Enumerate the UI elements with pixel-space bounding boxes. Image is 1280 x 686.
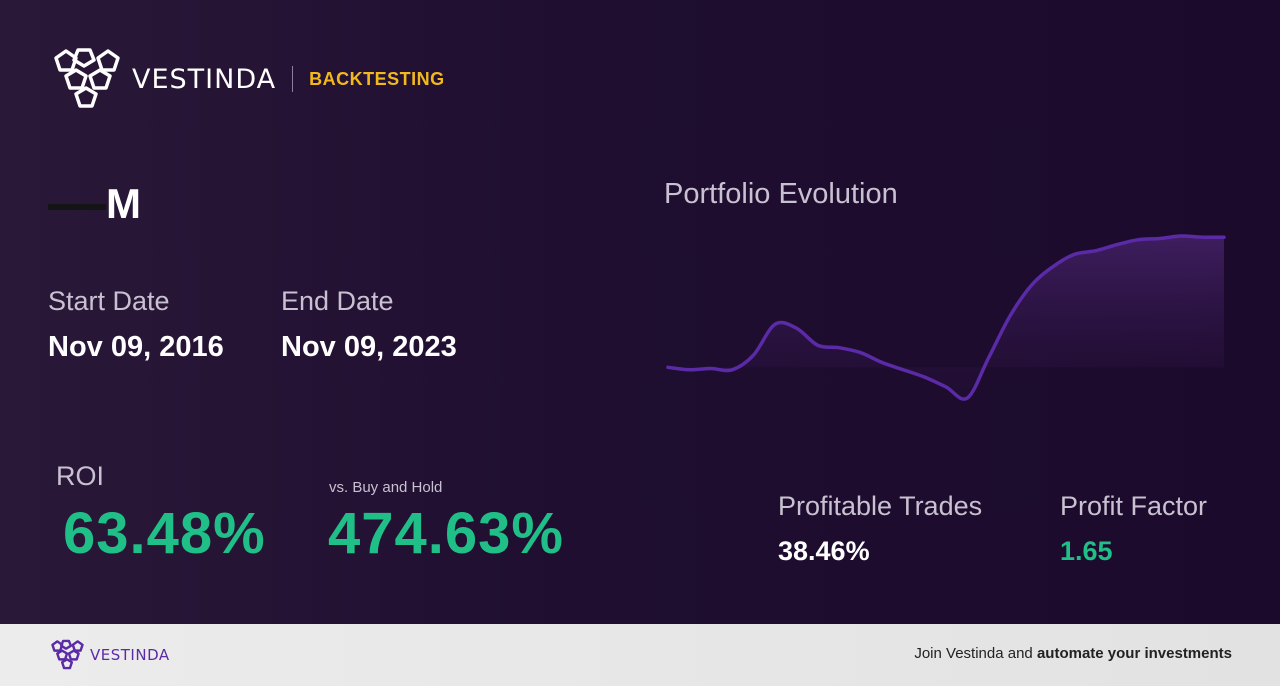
vestinda-logo-icon — [54, 48, 120, 108]
roi-label: ROI — [56, 461, 105, 491]
brand-tag: BACKTESTING — [309, 68, 445, 89]
footer-cta-plain: Join Vestinda and — [914, 645, 1033, 662]
asset-logo — [48, 204, 106, 210]
asset-header: M — [48, 182, 141, 226]
vestinda-logo-icon — [51, 639, 84, 670]
asset-ticker: M — [106, 180, 141, 227]
portfolio-chart — [666, 234, 1226, 401]
chart-line — [666, 234, 1226, 401]
footer-brand-name: VESTINDA — [90, 646, 170, 664]
end-date-value: Nov 09, 2023 — [281, 331, 457, 363]
footer: VESTINDA Join Vestinda and automate your… — [0, 624, 1280, 686]
profit-factor-value: 1.65 — [1060, 536, 1113, 566]
footer-cta[interactable]: Join Vestinda and automate your investme… — [914, 645, 1232, 662]
profitable-trades-label: Profitable Trades — [778, 491, 983, 521]
profitable-trades-value: 38.46% — [778, 536, 870, 566]
vs-hold-value: 474.63% — [328, 501, 564, 566]
footer-cta-bold: automate your investments — [1036, 645, 1232, 662]
brand-divider — [292, 66, 294, 92]
start-date-label: Start Date — [48, 286, 170, 316]
brand-name: VESTINDA — [132, 63, 277, 95]
chart-title: Portfolio Evolution — [664, 178, 898, 210]
start-date-value: Nov 09, 2016 — [48, 331, 224, 363]
main-panel: VESTINDA BACKTESTING M Start Date Nov 09… — [0, 0, 1280, 624]
vs-hold-label: vs. Buy and Hold — [329, 479, 443, 496]
profit-factor-label: Profit Factor — [1060, 491, 1208, 521]
brand-header: VESTINDA BACKTESTING — [48, 46, 445, 112]
end-date-label: End Date — [281, 286, 394, 316]
roi-value: 63.48% — [63, 501, 266, 566]
chart-area — [668, 235, 1224, 400]
footer-brand[interactable]: VESTINDA — [48, 639, 170, 671]
